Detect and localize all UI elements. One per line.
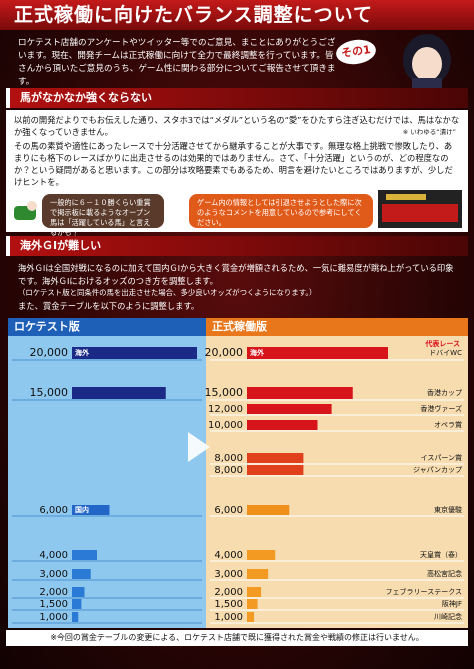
prize-bar <box>247 550 276 560</box>
horse-icon <box>14 201 37 220</box>
bar-tag: 海外 <box>75 348 90 357</box>
footer-note: ※今回の賞金テーブルの変更による、ロケテスト店舗で既に獲得された賞金や戦績の修正… <box>6 630 468 646</box>
hint-box: 一般的に６－１０勝くらい重賞で掲示板に載るようなオープン馬は「活躍している馬」と… <box>42 194 164 237</box>
race-name: 香港ヴァーズ <box>420 404 462 413</box>
prize-bar <box>72 612 79 622</box>
prize-bar <box>72 347 197 359</box>
amount-label: 8,000 <box>214 453 243 464</box>
race-name: イスパーン賞 <box>421 453 462 462</box>
paragraph: （ロケテスト版と同条件の馬を出走させた場合、多少良いオッズがつくようになります。… <box>18 288 317 297</box>
prize-bar <box>72 569 91 579</box>
paragraph: また、賞金テーブルを以下のように調整します。 <box>18 300 200 311</box>
amount-label: 6,000 <box>214 505 243 516</box>
prize-bar <box>247 505 290 515</box>
prize-bar <box>72 387 166 399</box>
amount-label: 2,000 <box>214 587 243 598</box>
prize-bar <box>72 587 85 597</box>
section-heading: 馬がなかなか強くならない <box>6 88 468 108</box>
character-illustration <box>403 34 451 94</box>
amount-label: 1,000 <box>214 612 243 623</box>
amount-label: 4,000 <box>39 550 68 561</box>
race-name: オペラ賞 <box>434 420 462 429</box>
section-text: 海外ＧⅠは全国対戦になるのに加えて国内ＧⅠから大きく賞金が増額されるため、一気に… <box>18 262 458 312</box>
hint-box: ゲーム内の情報としては引退させようとした際に次のようなコメントを用意しているので… <box>189 194 373 228</box>
amount-label: 6,000 <box>39 505 68 516</box>
race-name: 川崎記念 <box>434 612 462 621</box>
amount-label: 1,000 <box>39 612 68 623</box>
intro-text: ロケテスト店舗のアンケートやツイッター等でのご意見、まことにありがとうございます… <box>18 38 336 87</box>
section-box: 以前の開発だよりでもお伝えした通り、スタホ3では“メダル”という名の“愛”をひた… <box>6 110 468 237</box>
amount-label: 10,000 <box>208 420 243 431</box>
amount-label: 12,000 <box>208 404 243 415</box>
amount-label: 8,000 <box>214 465 243 476</box>
bar-tag: 海外 <box>250 348 265 357</box>
panel-title: 正式稼働版 <box>212 319 268 333</box>
section-heading: 海外ＧⅠが難しい <box>6 236 468 256</box>
panel-title: ロケテスト版 <box>14 319 81 333</box>
prize-bar <box>247 465 304 475</box>
prize-bar <box>247 404 332 414</box>
bar-tag: 国内 <box>75 505 89 514</box>
prize-bar <box>72 550 97 560</box>
race-name: ジャパンカップ <box>413 466 462 474</box>
amount-label: 3,000 <box>39 569 68 580</box>
prize-bar <box>247 420 318 430</box>
paragraph: 以前の開発だよりでもお伝えした通り、スタホ3では“メダル”という名の“愛”をひた… <box>14 115 460 137</box>
amount-label: 15,000 <box>205 386 244 399</box>
prize-bar <box>247 569 269 579</box>
arrow <box>188 432 210 462</box>
amount-label: 1,500 <box>39 599 68 610</box>
race-name: ドバイWC <box>429 349 462 357</box>
prize-bar <box>72 599 82 609</box>
race-name: 天皇賞（春） <box>420 550 462 559</box>
paragraph: 海外ＧⅠは全国対戦になるのに加えて国内ＧⅠから大きく賞金が増額されるため、一気に… <box>18 263 454 286</box>
prize-bar <box>247 599 258 609</box>
prize-tables: ロケテスト版 20,000 海外 15,000 6,000 国内 4,000 3,000 2,0… <box>8 318 468 628</box>
game-screenshot <box>378 190 462 228</box>
race-name: 東京優駿 <box>434 505 462 514</box>
race-name: フェブラリーステークス <box>386 587 462 596</box>
amount-label: 4,000 <box>214 550 243 561</box>
race-name: 阪神JF <box>442 599 462 608</box>
amount-label: 1,500 <box>214 599 243 610</box>
column-label: 代表レース <box>424 339 460 348</box>
race-name: 高松宮記念 <box>427 569 462 578</box>
panel <box>8 318 206 628</box>
prize-bar <box>247 347 388 359</box>
prize-bar <box>72 505 110 515</box>
prize-bar <box>247 587 262 597</box>
amount-label: 20,000 <box>205 346 244 359</box>
amount-label: 15,000 <box>30 386 69 399</box>
page-title: 正式稼働に向けたバランス調整について <box>0 0 474 30</box>
prize-bar <box>247 612 255 622</box>
prize-bar <box>247 387 353 399</box>
panel-header <box>206 318 468 336</box>
note: ※ いわゆる“漬け” <box>402 128 456 136</box>
amount-label: 20,000 <box>30 346 69 359</box>
race-name: 香港カップ <box>427 388 462 397</box>
panel-header <box>8 318 206 336</box>
amount-label: 3,000 <box>214 569 243 580</box>
amount-label: 2,000 <box>39 587 68 598</box>
prize-bar <box>247 453 304 463</box>
paragraph: その馬の素質や適性にあったレースで十分活躍させてから継承することが大事です。無理… <box>14 141 453 187</box>
